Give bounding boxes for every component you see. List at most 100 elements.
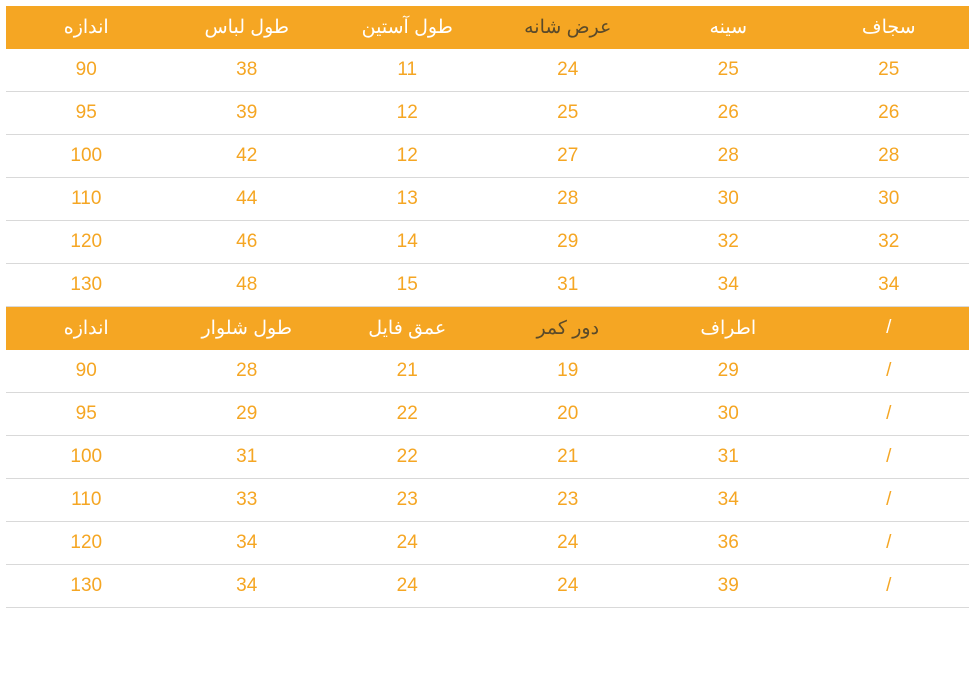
table1-cell: 32: [648, 221, 809, 263]
table1-cell: 48: [167, 264, 328, 306]
table1-cell: 13: [327, 178, 488, 220]
table1-cell: 39: [167, 92, 328, 134]
table1-cell: 100: [6, 135, 167, 177]
table2-cell: 19: [488, 350, 649, 392]
table2-header-cell: طول شلوار: [167, 307, 328, 350]
table2-header-cell: اطراف: [648, 307, 809, 350]
table2-cell: 95: [6, 393, 167, 435]
table2-cell: 130: [6, 565, 167, 607]
table1-cell: 30: [648, 178, 809, 220]
table1-row: 1304815313434: [6, 264, 969, 307]
table1-cell: 46: [167, 221, 328, 263]
table2-cell: 24: [488, 565, 649, 607]
table2-cell: 24: [327, 565, 488, 607]
table2-cell: /: [809, 436, 970, 478]
table2-cell: 34: [167, 565, 328, 607]
table1-cell: 34: [648, 264, 809, 306]
table2-cell: /: [809, 393, 970, 435]
table1-cell: 25: [648, 49, 809, 91]
table1-cell: 90: [6, 49, 167, 91]
table2-cell: /: [809, 565, 970, 607]
table2-cell: 120: [6, 522, 167, 564]
table2-cell: 22: [327, 393, 488, 435]
table1-cell: 14: [327, 221, 488, 263]
table2-row: 13034242439/: [6, 565, 969, 608]
table2-cell: 24: [488, 522, 649, 564]
table1-header-cell: طول لباس: [167, 6, 328, 49]
table1-cell: 25: [488, 92, 649, 134]
table1-cell: 38: [167, 49, 328, 91]
table1-cell: 28: [809, 135, 970, 177]
table1-cell: 15: [327, 264, 488, 306]
table2-header-row: اندازه طول شلوار عمق فایل دور کمر اطراف …: [6, 307, 969, 350]
table2-row: 9529222030/: [6, 393, 969, 436]
table2-cell: 110: [6, 479, 167, 521]
table2-cell: 29: [167, 393, 328, 435]
table2-header-cell: دور کمر: [488, 307, 649, 350]
table1-row: 903811242525: [6, 49, 969, 92]
table2-cell: /: [809, 522, 970, 564]
table2-cell: 21: [327, 350, 488, 392]
table2-cell: 21: [488, 436, 649, 478]
table1-cell: 24: [488, 49, 649, 91]
table1-cell: 29: [488, 221, 649, 263]
table1-cell: 31: [488, 264, 649, 306]
table1-header-row: اندازه طول لباس طول آستین عرض شانه سینه …: [6, 6, 969, 49]
table2-header-cell: اندازه: [6, 307, 167, 350]
table1-cell: 27: [488, 135, 649, 177]
table2-row: 11033232334/: [6, 479, 969, 522]
table1-cell: 25: [809, 49, 970, 91]
table2-cell: 29: [648, 350, 809, 392]
table2-cell: 20: [488, 393, 649, 435]
table1-cell: 26: [809, 92, 970, 134]
size-table-1: اندازه طول لباس طول آستین عرض شانه سینه …: [6, 6, 969, 307]
table1-cell: 12: [327, 92, 488, 134]
table2-cell: 36: [648, 522, 809, 564]
table2-cell: 23: [488, 479, 649, 521]
table2-cell: 28: [167, 350, 328, 392]
table2-row: 10031222131/: [6, 436, 969, 479]
table2-cell: 34: [167, 522, 328, 564]
table2-cell: 39: [648, 565, 809, 607]
table1-cell: 42: [167, 135, 328, 177]
table1-cell: 26: [648, 92, 809, 134]
table1-cell: 28: [488, 178, 649, 220]
table2-header-cell: /: [809, 307, 970, 350]
table1-cell: 12: [327, 135, 488, 177]
table2-cell: 33: [167, 479, 328, 521]
table1-row: 953912252626: [6, 92, 969, 135]
table2-cell: 22: [327, 436, 488, 478]
table1-cell: 28: [648, 135, 809, 177]
table1-header-cell: اندازه: [6, 6, 167, 49]
table1-header-cell: سینه: [648, 6, 809, 49]
table2-cell: /: [809, 350, 970, 392]
table2-header-cell: عمق فایل: [327, 307, 488, 350]
size-table-2: اندازه طول شلوار عمق فایل دور کمر اطراف …: [6, 307, 969, 608]
table1-header-cell: سجاف: [809, 6, 970, 49]
table2-row: 9028211929/: [6, 350, 969, 393]
table2-cell: 100: [6, 436, 167, 478]
table2-cell: 34: [648, 479, 809, 521]
table1-cell: 32: [809, 221, 970, 263]
table2-cell: 31: [167, 436, 328, 478]
table1-header-cell: عرض شانه: [488, 6, 649, 49]
table1-cell: 34: [809, 264, 970, 306]
table1-row: 1004212272828: [6, 135, 969, 178]
table2-cell: /: [809, 479, 970, 521]
table1-header-cell: طول آستین: [327, 6, 488, 49]
table1-cell: 30: [809, 178, 970, 220]
table2-row: 12034242436/: [6, 522, 969, 565]
table1-cell: 110: [6, 178, 167, 220]
table1-cell: 95: [6, 92, 167, 134]
table2-cell: 90: [6, 350, 167, 392]
table1-cell: 120: [6, 221, 167, 263]
table1-row: 1104413283030: [6, 178, 969, 221]
table2-cell: 23: [327, 479, 488, 521]
table1-row: 1204614293232: [6, 221, 969, 264]
table1-cell: 44: [167, 178, 328, 220]
table2-cell: 31: [648, 436, 809, 478]
table1-cell: 11: [327, 49, 488, 91]
table2-cell: 30: [648, 393, 809, 435]
table2-cell: 24: [327, 522, 488, 564]
table1-cell: 130: [6, 264, 167, 306]
